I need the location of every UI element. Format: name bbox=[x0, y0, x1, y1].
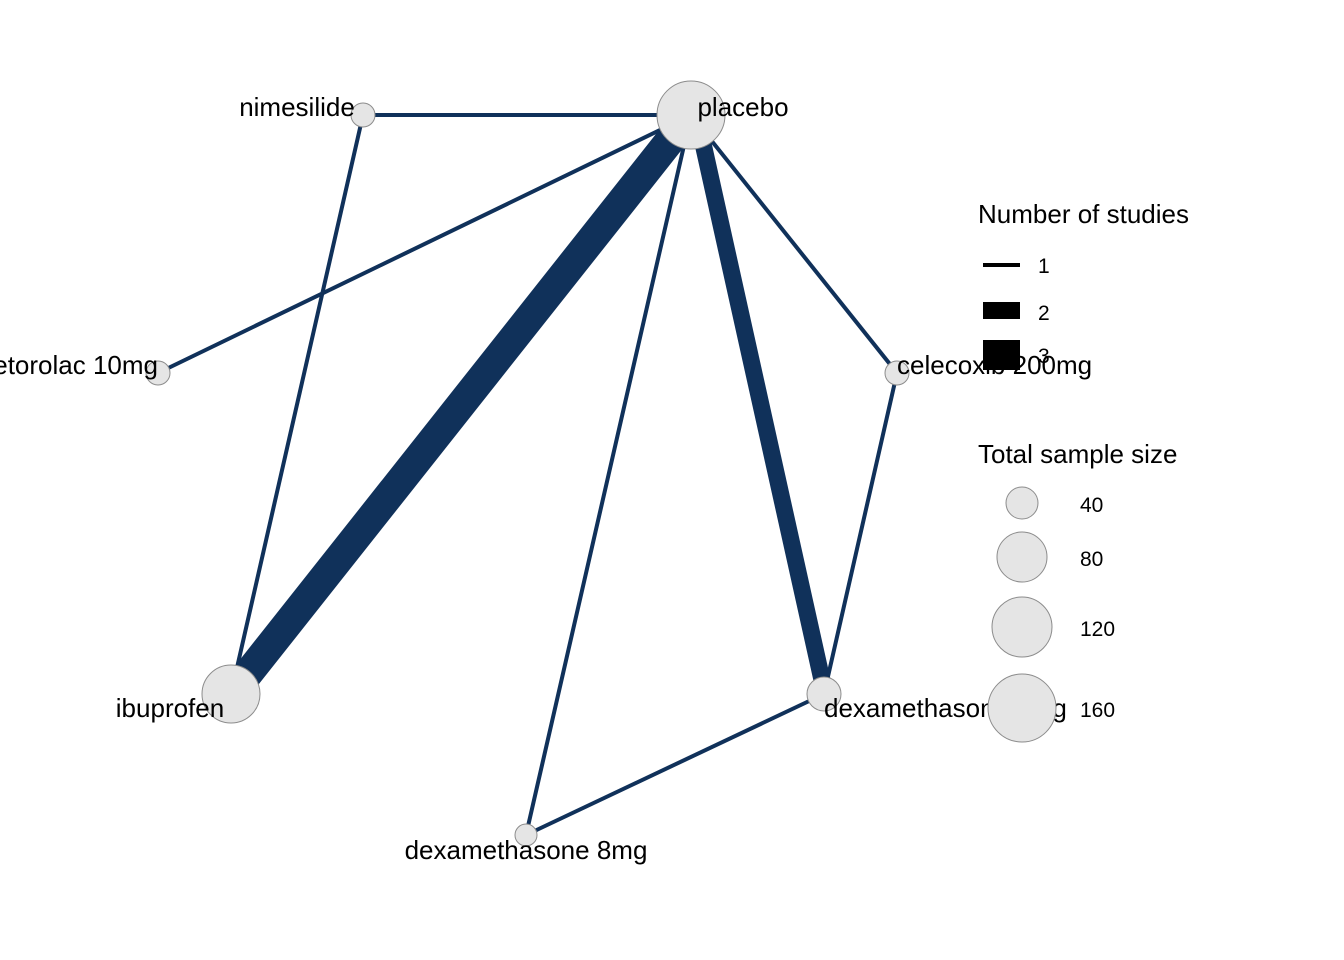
node-label-ibuprofen: ibuprofen bbox=[116, 693, 224, 723]
edge-ibuprofen-placebo bbox=[231, 114, 695, 690]
legend-studies-key-2 bbox=[983, 302, 1020, 319]
legend-size-label-40: 40 bbox=[1080, 494, 1103, 517]
nodes-layer bbox=[145, 80, 910, 847]
node-label-dexa8: dexamethasone 8mg bbox=[405, 835, 648, 865]
node-dexa-other bbox=[806, 676, 842, 712]
node-nimesilide bbox=[350, 102, 376, 128]
legend-studies-key-1 bbox=[983, 263, 1020, 267]
edge-ketorolac-placebo bbox=[157, 113, 692, 375]
legend-total-sample-size: Total sample size 40 80 120 160 bbox=[978, 439, 1177, 743]
legend-studies-key-3 bbox=[983, 340, 1020, 370]
node-label-nimesilide: nimesilide bbox=[239, 92, 355, 122]
node-label-ketorolac: ketorolac 10mg bbox=[0, 350, 158, 380]
legend-studies-label-2: 2 bbox=[1038, 302, 1050, 325]
edge-nimesilide-ibuprofen bbox=[229, 114, 365, 695]
edge-celecoxib-dexa-other bbox=[822, 372, 899, 695]
edge-celecoxib-placebo bbox=[689, 113, 899, 375]
node-ketorolac bbox=[145, 360, 171, 386]
edge-dexa8-placebo bbox=[524, 114, 693, 836]
legend-studies-label-3: 3 bbox=[1038, 345, 1050, 368]
edge-dexa-other-placebo bbox=[691, 128, 831, 682]
legend-size-label-160: 160 bbox=[1080, 699, 1115, 722]
legend-size-key-120 bbox=[991, 596, 1053, 658]
legend-size-key-40 bbox=[1005, 486, 1039, 520]
node-ibuprofen bbox=[201, 664, 261, 724]
legend-size-label-80: 80 bbox=[1080, 548, 1103, 571]
legend-size-key-160 bbox=[987, 673, 1057, 743]
node-placebo bbox=[656, 80, 726, 150]
node-dexa8 bbox=[514, 823, 538, 847]
legend-studies-label-1: 1 bbox=[1038, 255, 1050, 278]
node-celecoxib bbox=[884, 360, 910, 386]
node-labels-layer: nimesilide placebo ketorolac 10mg celeco… bbox=[0, 92, 1092, 865]
edge-dexa8-dexa-other bbox=[525, 692, 825, 837]
edges-layer bbox=[157, 113, 899, 837]
legend-size-title: Total sample size bbox=[978, 439, 1177, 469]
legend-number-of-studies: Number of studies 1 2 3 bbox=[978, 199, 1189, 370]
legend-size-label-120: 120 bbox=[1080, 618, 1115, 641]
legend-size-key-80 bbox=[996, 531, 1048, 583]
legend-studies-title: Number of studies bbox=[978, 199, 1189, 229]
node-label-placebo: placebo bbox=[697, 92, 788, 122]
